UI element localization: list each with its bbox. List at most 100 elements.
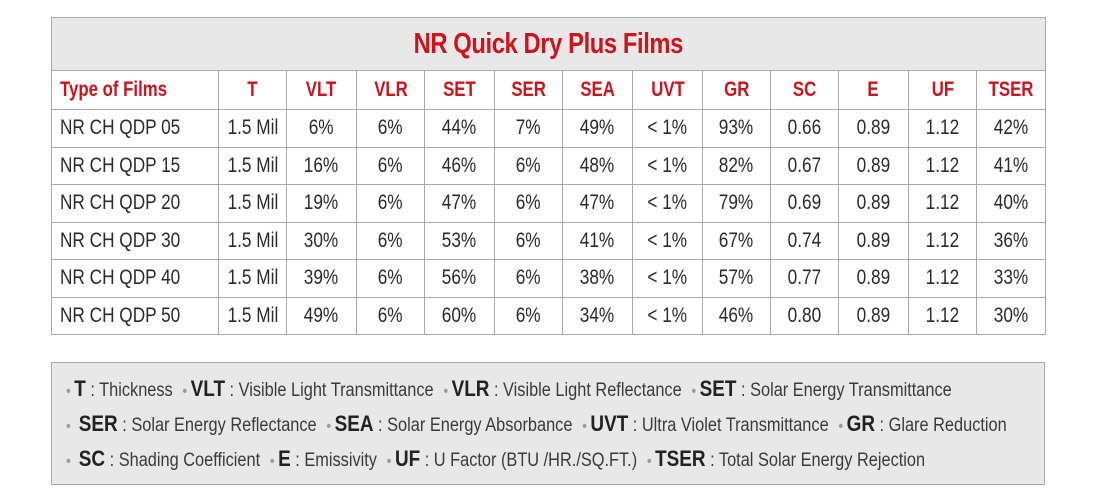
cell-sc: 0.67 — [770, 146, 839, 185]
bullet-icon: • — [269, 453, 275, 470]
cell-sc: 0.66 — [770, 109, 839, 148]
legend-item: • SER : Solar Energy Reflectance — [66, 411, 317, 436]
cell-uf: 1.12 — [908, 259, 977, 298]
legend-definition: Solar Energy Absorbance — [387, 415, 573, 436]
cell-film-type: NR CH QDP 50 — [51, 296, 219, 335]
cell-vlt: 30% — [286, 221, 357, 260]
legend-item: • E : Emissivity — [269, 446, 377, 471]
cell-e: 0.89 — [838, 221, 909, 260]
cell-uf: 1.12 — [908, 146, 977, 185]
table-row: NR CH QDP 05 1.5 Mil 6% 6% 44% 7% 49% < … — [51, 109, 1047, 148]
legend-item: • GR : Glare Reduction — [838, 411, 1007, 436]
cell-film-type: NR CH QDP 40 — [51, 259, 219, 298]
cell-tser: 30% — [975, 296, 1047, 335]
column-header-t: T — [218, 70, 287, 110]
cell-gr: 57% — [702, 259, 771, 298]
table-row: NR CH QDP 50 1.5 Mil 49% 6% 60% 6% 34% <… — [51, 296, 1047, 335]
legend-abbr: VLR — [451, 376, 490, 401]
cell-vlr: 6% — [356, 109, 425, 148]
legend-item: • T : Thickness — [66, 376, 173, 401]
legend-abbr: GR — [846, 411, 876, 436]
legend-item: • TSER : Total Solar Energy Rejection — [646, 446, 926, 471]
legend-definition: Total Solar Energy Rejection — [718, 450, 926, 471]
table-row: NR CH QDP 20 1.5 Mil 19% 6% 47% 6% 47% <… — [51, 184, 1047, 223]
legend-definition: U Factor (BTU /HR./SQ.FT.) — [433, 450, 638, 471]
cell-gr: 79% — [702, 184, 771, 223]
legend-line: • T : Thickness • VLT : Visible Light Tran… — [66, 371, 952, 406]
legend-definition: Visible Light Reflectance — [503, 380, 682, 401]
bullet-icon: • — [691, 383, 697, 400]
column-header-set: SET — [424, 70, 495, 110]
cell-film-type: NR CH QDP 15 — [51, 146, 219, 185]
cell-uvt: < 1% — [632, 259, 703, 298]
column-header-uvt: UVT — [632, 70, 703, 110]
column-header-e: E — [838, 70, 909, 110]
column-header-uf: UF — [908, 70, 977, 110]
cell-sea: 38% — [562, 259, 633, 298]
cell-sea: 48% — [562, 146, 633, 185]
cell-set: 44% — [424, 109, 495, 148]
legend-item: • UVT : Ultra Violet Transmittance — [582, 411, 829, 436]
bullet-icon: • — [646, 453, 652, 470]
column-header-type: Type of Films — [51, 70, 219, 110]
cell-e: 0.89 — [838, 259, 909, 298]
cell-t: 1.5 Mil — [218, 184, 287, 223]
legend-definition: Solar Energy Reflectance — [131, 415, 317, 436]
table-row: NR CH QDP 30 1.5 Mil 30% 6% 53% 6% 41% <… — [51, 221, 1047, 260]
cell-tser: 40% — [975, 184, 1047, 223]
table-row: NR CH QDP 15 1.5 Mil 16% 6% 46% 6% 48% <… — [51, 146, 1047, 185]
table-title: NR Quick Dry Plus Films — [50, 17, 1047, 71]
title-row: NR Quick Dry Plus Films — [50, 17, 1047, 71]
bullet-icon: • — [66, 418, 71, 435]
column-header-vlr: VLR — [356, 70, 425, 110]
cell-t: 1.5 Mil — [218, 221, 287, 260]
legend-abbr: UVT — [590, 411, 629, 436]
films-spec-table: NR Quick Dry Plus Films Type of Films T … — [50, 17, 1047, 335]
cell-set: 60% — [424, 296, 495, 335]
cell-sc: 0.80 — [770, 296, 839, 335]
cell-sc: 0.69 — [770, 184, 839, 223]
cell-gr: 67% — [702, 221, 771, 260]
legend-abbr: E — [278, 446, 291, 471]
column-header-sc: SC — [770, 70, 839, 110]
cell-uf: 1.12 — [908, 221, 977, 260]
column-header-vlt: VLT — [286, 70, 357, 110]
table-title-text: NR Quick Dry Plus Films — [413, 27, 684, 60]
cell-vlr: 6% — [356, 184, 425, 223]
bullet-icon: • — [582, 418, 587, 435]
legend-definition: Emissivity — [304, 450, 377, 471]
cell-uvt: < 1% — [632, 184, 703, 223]
cell-gr: 93% — [702, 109, 771, 148]
legend-abbr: UF — [394, 446, 421, 471]
column-header-ser: SER — [494, 70, 563, 110]
bullet-icon: • — [443, 383, 449, 400]
cell-vlt: 39% — [286, 259, 357, 298]
cell-ser: 6% — [494, 184, 563, 223]
legend-line: • SC : Shading Coefficient • E : Emissivi… — [66, 441, 925, 476]
cell-ser: 6% — [494, 221, 563, 260]
cell-ser: 6% — [494, 146, 563, 185]
cell-gr: 82% — [702, 146, 771, 185]
column-header-tser: TSER — [975, 70, 1047, 110]
legend-item: • SEA : Solar Energy Absorbance — [326, 411, 573, 436]
cell-uvt: < 1% — [632, 146, 703, 185]
cell-vlr: 6% — [356, 146, 425, 185]
bullet-icon: • — [66, 453, 71, 470]
cell-uf: 1.12 — [908, 184, 977, 223]
cell-vlt: 49% — [286, 296, 357, 335]
legend-abbr: T — [74, 376, 86, 401]
cell-tser: 42% — [975, 109, 1047, 148]
cell-set: 56% — [424, 259, 495, 298]
bullet-icon: • — [182, 383, 188, 400]
cell-set: 46% — [424, 146, 495, 185]
cell-vlr: 6% — [356, 296, 425, 335]
cell-film-type: NR CH QDP 30 — [51, 221, 219, 260]
legend-abbr: SC — [78, 446, 106, 471]
legend-definition: Solar Energy Transmittance — [750, 380, 952, 401]
cell-vlr: 6% — [356, 259, 425, 298]
legend-abbr: SER — [78, 411, 118, 436]
bullet-icon: • — [386, 453, 392, 470]
bullet-icon: • — [66, 383, 71, 400]
cell-e: 0.89 — [838, 296, 909, 335]
cell-t: 1.5 Mil — [218, 259, 287, 298]
